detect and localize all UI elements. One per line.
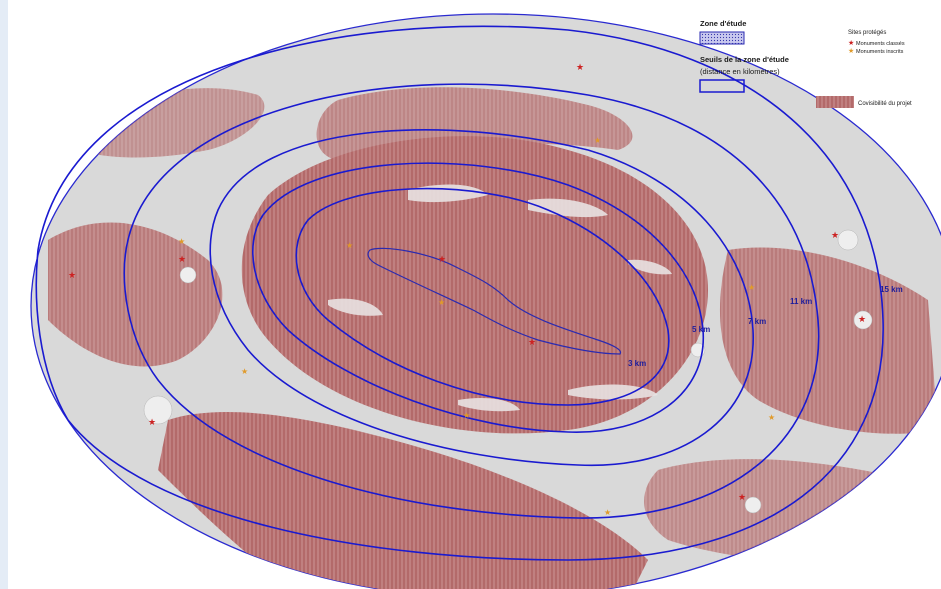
ring-label-15km: 15 km [880, 285, 903, 294]
covisibility-southwest [158, 411, 648, 589]
monument-classe-marker-icon[interactable]: ★ [831, 231, 839, 241]
study-zone-polygon[interactable] [367, 247, 622, 355]
monument-classe-marker-icon[interactable]: ★ [148, 418, 156, 428]
ring-label-5km: 5 km [692, 325, 710, 334]
monuments-inscrits: ★ ★ ★ ★ ★ ★ ★ ★ ★ [178, 136, 775, 517]
covisibility-gaps [328, 184, 672, 412]
monument-classe-marker-icon[interactable]: ★ [528, 338, 536, 348]
ring-label-3km: 3 km [628, 359, 646, 368]
ring-7km[interactable] [209, 129, 754, 467]
legend-covisibilite-swatch [816, 96, 854, 108]
monument-inscrit-marker-icon[interactable]: ★ [748, 283, 755, 292]
monument-classe-marker-icon[interactable]: ★ [858, 315, 866, 325]
monument-inscrit-marker-icon[interactable]: ★ [346, 241, 353, 250]
ring-3km[interactable] [295, 187, 670, 406]
legend-monument-inscrit-icon: ★ [848, 47, 854, 55]
monument-inscrit-marker-icon[interactable]: ★ [768, 413, 775, 422]
ring-5km[interactable] [252, 162, 704, 433]
ring-label-7km: 7 km [748, 317, 766, 326]
legend-seuils-label-1: Seuils de la zone d'étude [700, 55, 789, 64]
covisibility-west [48, 222, 223, 367]
monument-inscrit-marker-icon[interactable]: ★ [594, 136, 601, 145]
legend-seuils-swatch [699, 79, 745, 93]
map-legend: Zone d'étude Seuils de la zone d'étude (… [699, 19, 912, 108]
monument-classe-marker-icon[interactable]: ★ [68, 271, 76, 281]
monument-inscrit-marker-icon[interactable]: ★ [241, 367, 248, 376]
legend-sites-title: Sites protégés [848, 30, 886, 36]
legend-monuments-inscrits: Monuments inscrits [856, 49, 904, 55]
ring-11km[interactable] [123, 83, 820, 519]
monument-classe-marker-icon[interactable]: ★ [576, 63, 584, 73]
monuments-classes: ★ ★ ★ ★ ★ ★ ★ ★ ★ [68, 63, 866, 503]
covisibility-east [719, 247, 938, 434]
monument-inscrit-marker-icon[interactable]: ★ [438, 298, 445, 307]
monument-classe-marker-icon[interactable]: ★ [738, 493, 746, 503]
map-frame: 3 km 5 km 7 km 11 km 15 km ★ ★ ★ ★ ★ ★ ★… [8, 0, 941, 589]
monument-inscrit-marker-icon[interactable]: ★ [604, 508, 611, 517]
ring-15km[interactable] [35, 25, 884, 561]
monument-classe-marker-icon[interactable]: ★ [438, 255, 446, 265]
legend-covisibilite-label: Covisibilité du projet [858, 101, 912, 107]
legend-monuments-classes: Monuments classés [856, 41, 905, 47]
legend-monument-classe-icon: ★ [848, 39, 854, 47]
monument-classe-marker-icon[interactable]: ★ [178, 255, 186, 265]
distance-rings [35, 25, 884, 561]
legend-zone-etude-swatch [699, 31, 745, 45]
ring-label-11km: 11 km [790, 297, 812, 306]
legend-seuils-label-2: (distance en kilomètres) [700, 67, 780, 76]
map-canvas[interactable]: 3 km 5 km 7 km 11 km 15 km ★ ★ ★ ★ ★ ★ ★… [8, 0, 941, 589]
legend-zone-etude-label: Zone d'étude [700, 19, 746, 28]
towns [143, 229, 873, 514]
monument-inscrit-marker-icon[interactable]: ★ [463, 411, 470, 420]
monument-inscrit-marker-icon[interactable]: ★ [178, 237, 185, 246]
